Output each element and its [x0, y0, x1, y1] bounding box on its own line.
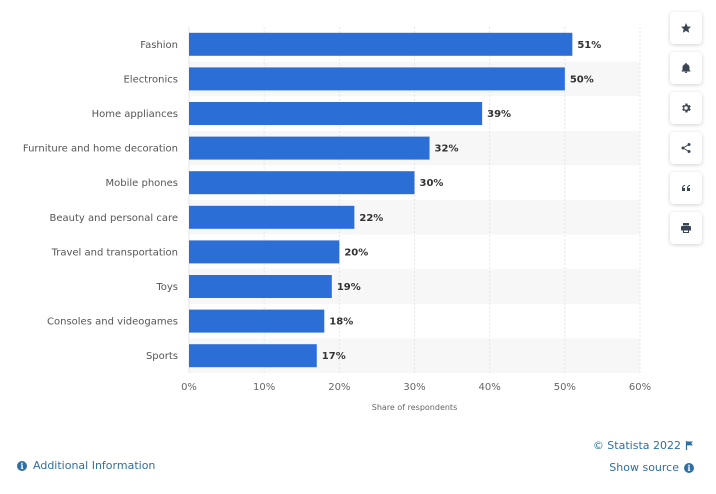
category-label: Home appliances	[92, 109, 178, 120]
show-source-label: Show source	[609, 461, 679, 474]
category-label: Furniture and home decoration	[23, 144, 178, 155]
category-label: Toys	[155, 282, 178, 293]
category-labels: Fashion Electronics Home appliances Furnitu…	[23, 40, 178, 362]
print-button[interactable]	[670, 212, 702, 244]
category-label: Fashion	[140, 40, 178, 51]
bar	[189, 32, 573, 56]
settings-button[interactable]	[670, 92, 702, 124]
x-axis-title: Share of respondents	[372, 403, 458, 412]
bell-icon	[681, 62, 691, 73]
bar	[189, 240, 340, 264]
value-label: 39%	[487, 109, 511, 120]
notification-button[interactable]	[670, 52, 702, 84]
credit-text: © Statista 2022	[592, 439, 681, 452]
category-label: Beauty and personal care	[49, 213, 178, 224]
value-label: 17%	[322, 351, 346, 362]
info-icon: i	[684, 462, 694, 473]
category-label: Travel and transportation	[51, 247, 178, 258]
x-tick-label: 40%	[479, 382, 501, 393]
value-label: 32%	[435, 144, 459, 155]
category-label: Consoles and videogames	[47, 317, 178, 328]
bar	[189, 171, 415, 195]
share-icon	[681, 143, 691, 153]
gear-icon	[682, 103, 691, 113]
chart-toolbar	[670, 12, 702, 252]
x-axis-ticks: 0% 10% 20% 30% 40% 50% 60%	[181, 382, 651, 393]
share-button[interactable]	[670, 132, 702, 164]
show-source-link[interactable]: Show source i	[609, 461, 694, 474]
bar	[189, 67, 565, 91]
x-tick-label: 0%	[181, 382, 197, 393]
chart-bars	[189, 32, 573, 368]
value-label: 18%	[329, 317, 353, 328]
value-label: 51%	[577, 40, 601, 51]
flag-icon	[685, 441, 693, 450]
value-label: 20%	[344, 247, 368, 258]
star-icon	[681, 23, 691, 33]
x-tick-label: 10%	[253, 382, 275, 393]
additional-info-label: Additional Information	[33, 459, 156, 472]
x-tick-label: 50%	[554, 382, 576, 393]
value-label: 19%	[337, 282, 361, 293]
bar	[189, 275, 332, 298]
bar	[189, 309, 325, 333]
statista-credit[interactable]: © Statista 2022	[593, 439, 694, 452]
quote-icon	[682, 185, 690, 191]
bar	[189, 205, 355, 229]
print-icon	[681, 223, 691, 233]
value-label: 22%	[359, 213, 383, 224]
bar-chart: Fashion Electronics Home appliances Furnitu…	[23, 27, 651, 412]
value-label: 50%	[570, 74, 594, 85]
bar	[189, 344, 317, 368]
category-label: Mobile phones	[106, 178, 179, 189]
info-icon: i	[17, 460, 27, 471]
category-label: Sports	[146, 351, 178, 362]
value-label: 30%	[420, 178, 444, 189]
x-tick-label: 30%	[403, 382, 425, 393]
bar	[189, 136, 430, 160]
bar	[189, 102, 483, 125]
category-label: Electronics	[123, 74, 178, 85]
x-tick-label: 60%	[629, 382, 651, 393]
favorite-button[interactable]	[670, 12, 702, 44]
cite-button[interactable]	[670, 172, 702, 204]
x-tick-label: 20%	[328, 382, 350, 393]
value-labels: 51% 50% 39% 32% 30% 22% 20% 19% 18% 17%	[322, 40, 602, 362]
additional-info-link[interactable]: i Additional Information	[17, 459, 155, 472]
